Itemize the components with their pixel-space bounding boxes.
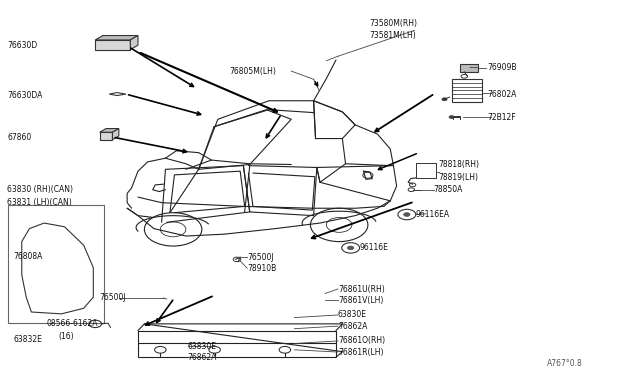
Bar (138, 331, 336, 357)
Text: 76909B: 76909B (487, 63, 517, 72)
Bar (461, 64, 478, 72)
Text: 63831 (LH)(CAN): 63831 (LH)(CAN) (7, 198, 72, 207)
Bar (416, 163, 436, 178)
Polygon shape (113, 129, 119, 140)
Text: 76861V(LH): 76861V(LH) (338, 296, 383, 305)
Text: 73580M(RH): 73580M(RH) (370, 19, 418, 28)
Text: 76805M(LH): 76805M(LH) (229, 67, 276, 76)
Text: 76630D: 76630D (7, 41, 37, 50)
Text: 76808A: 76808A (13, 252, 43, 261)
Text: 73581M(LH): 73581M(LH) (370, 31, 417, 40)
Text: 78819(LH): 78819(LH) (439, 173, 479, 182)
Polygon shape (131, 36, 138, 49)
Text: 96116E: 96116E (360, 243, 388, 252)
Text: 08566-6162A: 08566-6162A (47, 320, 98, 328)
Bar (8, 205, 104, 323)
Text: 76500J: 76500J (247, 253, 274, 262)
Text: 78850A: 78850A (434, 185, 463, 194)
Text: 76861R(LH): 76861R(LH) (338, 347, 383, 356)
Polygon shape (100, 129, 119, 132)
Text: 63832E: 63832E (13, 335, 42, 344)
Text: 63830 (RH)(CAN): 63830 (RH)(CAN) (7, 185, 73, 194)
Circle shape (348, 246, 354, 250)
Text: 76500J: 76500J (100, 294, 126, 302)
Text: 76861U(RH): 76861U(RH) (338, 285, 385, 294)
Text: 67860: 67860 (7, 133, 31, 142)
Text: 78910B: 78910B (247, 264, 276, 273)
Text: 76862A: 76862A (188, 353, 217, 362)
Circle shape (404, 213, 410, 217)
Bar (452, 79, 482, 102)
Text: 63830E: 63830E (338, 311, 367, 320)
Text: 76862A: 76862A (338, 321, 367, 331)
Bar (100, 132, 113, 140)
Text: 76802A: 76802A (487, 90, 516, 99)
Circle shape (442, 98, 447, 101)
Text: A767°0.8: A767°0.8 (547, 359, 582, 368)
Text: (16): (16) (58, 331, 74, 341)
Circle shape (449, 116, 454, 119)
Text: 72B12F: 72B12F (487, 113, 516, 122)
Text: 78818(RH): 78818(RH) (439, 160, 480, 169)
Bar (95, 40, 131, 49)
Polygon shape (95, 36, 138, 40)
Text: 76630DA: 76630DA (7, 91, 42, 100)
Text: 96116EA: 96116EA (416, 210, 450, 219)
Text: 76861O(RH): 76861O(RH) (338, 336, 385, 346)
Text: 63830E: 63830E (188, 341, 217, 350)
